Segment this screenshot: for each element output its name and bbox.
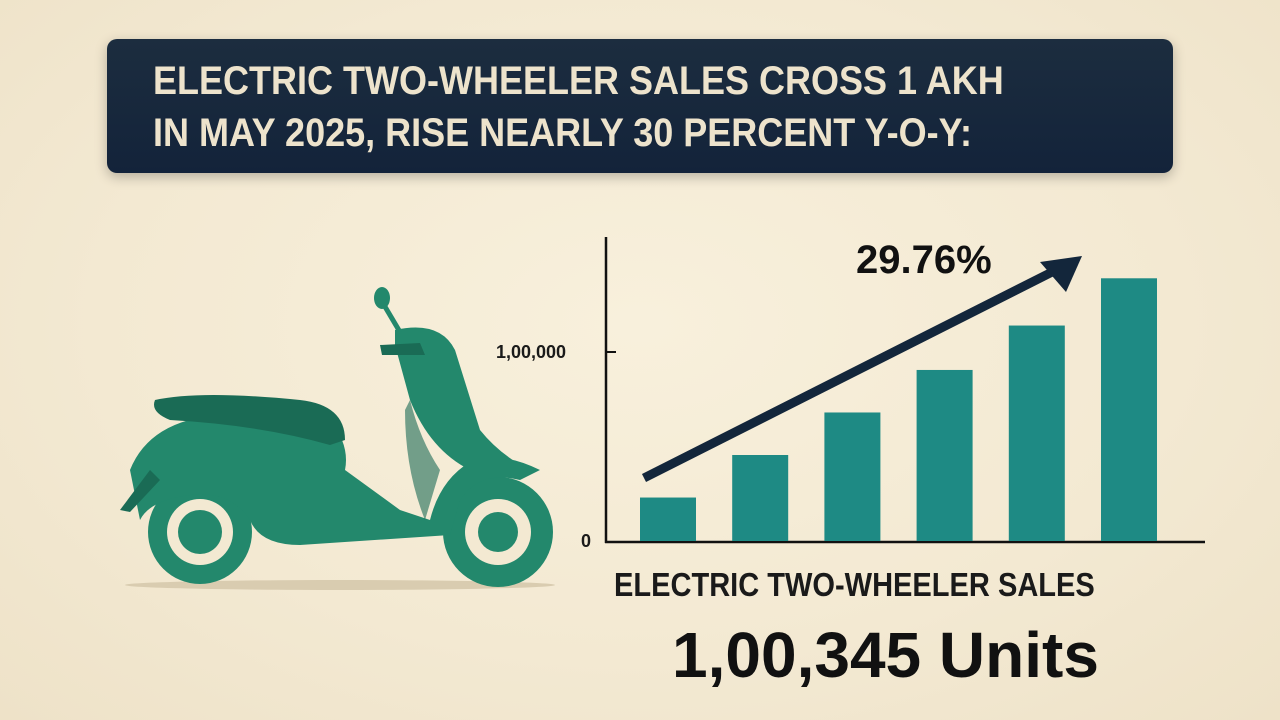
caption-label: ELECTRIC TWO-WHEELER SALES: [614, 566, 1095, 603]
caption-value: 1,00,345 Units: [672, 619, 1099, 691]
headline-line-2: IN MAY 2025, RISE NEARLY 30 PERCENT Y-O-…: [153, 111, 972, 155]
bar-4: [916, 369, 973, 541]
bar-5: [1008, 325, 1065, 541]
trend-arrow-head: [1040, 256, 1082, 292]
bar-1: [640, 497, 696, 541]
bar-6: [1101, 278, 1157, 541]
trend-arrow: [641, 256, 1082, 483]
bar-2: [732, 455, 789, 541]
trend-arrow-shaft: [641, 263, 1063, 483]
y-tick-label-100000: 1,00,000: [496, 342, 567, 362]
growth-annotation: 29.76%: [856, 238, 992, 282]
headline-line-1: ELECTRIC TWO-WHEELER SALES CROSS 1 AKH: [153, 59, 1004, 103]
y-tick-label-0: 0: [581, 531, 592, 551]
scooter-icon: [120, 287, 555, 590]
bar-3: [824, 412, 881, 541]
headline-banner: ELECTRIC TWO-WHEELER SALES CROSS 1 AKH I…: [107, 39, 1173, 173]
